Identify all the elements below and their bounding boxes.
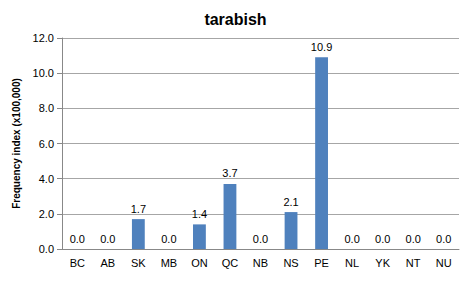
svg-text:PE: PE (314, 257, 329, 269)
svg-text:SK: SK (131, 257, 146, 269)
svg-text:NL: NL (345, 257, 359, 269)
svg-text:10.0: 10.0 (33, 67, 54, 79)
svg-text:0.0: 0.0 (161, 233, 176, 245)
svg-text:AB: AB (100, 257, 115, 269)
svg-text:0.0: 0.0 (375, 233, 390, 245)
svg-text:MB: MB (161, 257, 178, 269)
svg-text:ON: ON (191, 257, 208, 269)
svg-text:0.0: 0.0 (70, 233, 85, 245)
svg-text:0.0: 0.0 (253, 233, 268, 245)
svg-text:BC: BC (70, 257, 85, 269)
svg-text:NT: NT (406, 257, 421, 269)
svg-text:0.0: 0.0 (344, 233, 359, 245)
svg-text:0.0: 0.0 (406, 233, 421, 245)
svg-text:0.0: 0.0 (39, 243, 54, 255)
svg-text:NB: NB (253, 257, 268, 269)
svg-text:2.1: 2.1 (283, 196, 298, 208)
svg-text:12.0: 12.0 (33, 32, 54, 44)
svg-text:Frequency index (x100,000): Frequency index (x100,000) (11, 78, 22, 209)
svg-text:tarabish: tarabish (204, 11, 266, 28)
svg-text:NS: NS (283, 257, 298, 269)
svg-text:10.9: 10.9 (311, 41, 332, 53)
svg-text:1.4: 1.4 (192, 208, 207, 220)
svg-text:0.0: 0.0 (100, 233, 115, 245)
svg-text:4.0: 4.0 (39, 173, 54, 185)
svg-text:0.0: 0.0 (436, 233, 451, 245)
svg-text:3.7: 3.7 (222, 167, 237, 179)
svg-text:1.7: 1.7 (131, 203, 146, 215)
svg-text:QC: QC (222, 257, 239, 269)
svg-text:6.0: 6.0 (39, 138, 54, 150)
svg-text:2.0: 2.0 (39, 208, 54, 220)
svg-text:8.0: 8.0 (39, 102, 54, 114)
svg-text:NU: NU (436, 257, 452, 269)
svg-text:YK: YK (375, 257, 390, 269)
